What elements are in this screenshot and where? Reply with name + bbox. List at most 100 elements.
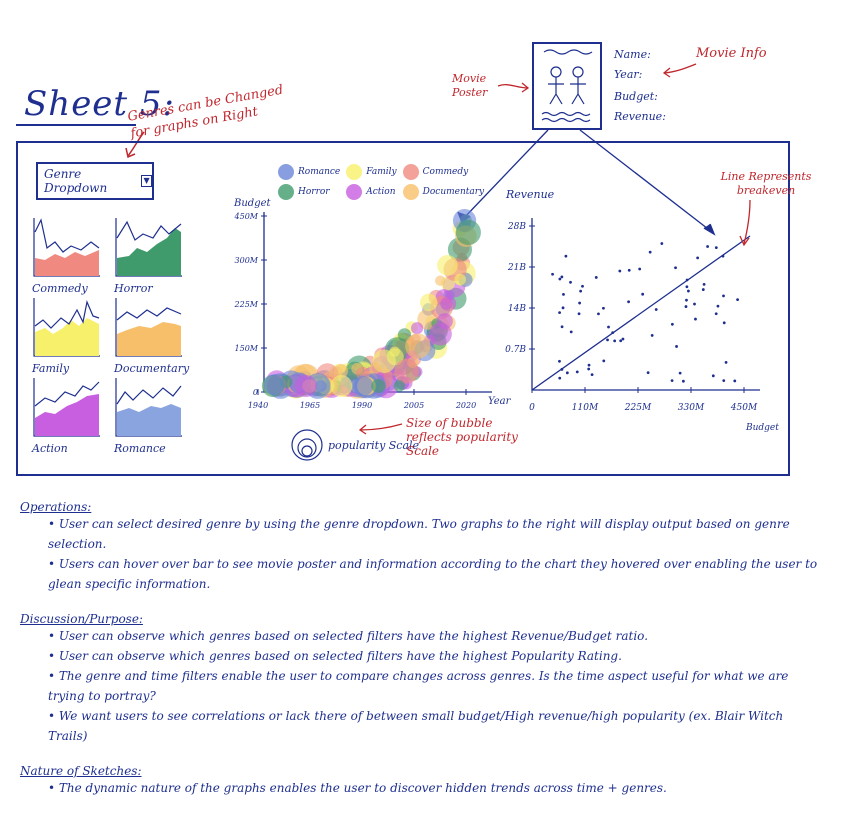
scatter-point[interactable] (560, 367, 564, 371)
bubble-point[interactable] (397, 328, 412, 342)
scatter-point[interactable] (627, 268, 631, 272)
scatter-point[interactable] (606, 338, 609, 342)
mini-chart-family[interactable]: Family (32, 298, 102, 375)
scatter-point[interactable] (558, 277, 562, 281)
scatter-point[interactable] (551, 272, 554, 276)
scatter-point[interactable] (733, 379, 737, 383)
scatter-point[interactable] (685, 298, 688, 302)
scatter-point[interactable] (685, 285, 689, 289)
chevron-down-icon[interactable]: ▼ (141, 175, 152, 187)
bubble-point[interactable] (389, 346, 400, 357)
mini-chart-romance[interactable]: Romance (114, 378, 184, 455)
scatter-point[interactable] (569, 280, 572, 284)
revenue-budget-scatter[interactable]: Revenue Budget 28B 21B 14B 0.7B 0 110M 225M 330M 4… (504, 186, 784, 436)
scatter-point[interactable] (714, 246, 718, 250)
scatter-point[interactable] (660, 242, 664, 245)
scatter-point[interactable] (685, 278, 689, 282)
scatter-point[interactable] (590, 373, 594, 377)
scatter-point[interactable] (581, 284, 584, 288)
bubble-point[interactable] (352, 375, 374, 397)
scatter-point[interactable] (694, 317, 697, 321)
scatter-point[interactable] (602, 359, 606, 363)
scatter-point[interactable] (602, 306, 605, 310)
scatter-point[interactable] (597, 312, 600, 316)
bubble-point[interactable] (428, 322, 452, 346)
scatter-point[interactable] (687, 289, 690, 293)
scatter-point[interactable] (736, 298, 739, 302)
scatter-point[interactable] (562, 292, 565, 296)
scatter-point[interactable] (587, 367, 591, 371)
movie-poster[interactable] (532, 42, 602, 130)
scatter-point[interactable] (641, 292, 645, 296)
scatter-point[interactable] (561, 306, 565, 310)
scatter-point[interactable] (650, 334, 654, 337)
scatter-point[interactable] (716, 304, 720, 308)
scatter-point[interactable] (621, 337, 625, 341)
scatter-point[interactable] (558, 359, 561, 363)
bubble-point[interactable] (333, 363, 348, 379)
mini-chart-documentary[interactable]: Documentary (114, 298, 189, 375)
scatter-point[interactable] (706, 245, 709, 248)
bubble-point[interactable] (454, 273, 466, 286)
scatter-point[interactable] (670, 322, 674, 326)
scatter-point[interactable] (684, 305, 688, 308)
bubble-point[interactable] (371, 378, 386, 394)
scatter-point[interactable] (578, 301, 582, 305)
bubble-point[interactable] (394, 359, 419, 384)
scatter-point[interactable] (579, 289, 583, 293)
bubble-point[interactable] (455, 219, 481, 246)
scatter-point[interactable] (575, 370, 579, 374)
scatter-point[interactable] (722, 321, 726, 325)
scatter-point[interactable] (722, 379, 726, 383)
scatter-point[interactable] (594, 276, 598, 279)
scatter-point[interactable] (627, 300, 630, 304)
scatter-point[interactable] (613, 339, 617, 343)
scatter-point[interactable] (646, 371, 650, 375)
bubble-point[interactable] (315, 380, 327, 392)
scatter-point[interactable] (569, 330, 573, 334)
bubble-point[interactable] (294, 374, 317, 398)
scatter-point[interactable] (711, 374, 715, 378)
scatter-point[interactable] (558, 311, 561, 315)
scatter-point[interactable] (607, 325, 610, 329)
bubble-point[interactable] (434, 275, 446, 286)
scatter-point[interactable] (702, 282, 706, 286)
bubble-point[interactable] (405, 333, 431, 359)
scatter-point[interactable] (564, 254, 568, 258)
scatter-point[interactable] (587, 363, 591, 367)
scatter-point[interactable] (693, 302, 696, 306)
bubble-point[interactable] (393, 380, 406, 392)
scatter-point[interactable] (654, 308, 658, 311)
scatter-point[interactable] (681, 379, 685, 383)
bubble-point[interactable] (263, 374, 285, 396)
scatter-point[interactable] (648, 250, 652, 254)
scatter-point[interactable] (724, 360, 728, 364)
scatter-point[interactable] (678, 371, 682, 375)
scatter-point[interactable] (558, 376, 562, 380)
scatter-point[interactable] (722, 294, 725, 298)
bubble-point[interactable] (330, 375, 353, 397)
bubble-point[interactable] (369, 362, 382, 375)
mini-chart-action[interactable]: Action (32, 378, 102, 455)
bubble-chart[interactable]: Budget Year 450M 300M 225M 150M 0 1940 1965 1990 2… (228, 196, 512, 420)
scatter-point[interactable] (638, 267, 642, 271)
mini-chart-commedy[interactable]: Commedy (32, 218, 102, 295)
scatter-point[interactable] (675, 345, 678, 348)
scatter-point[interactable] (674, 266, 677, 270)
scatter-point[interactable] (560, 325, 564, 329)
genre-dropdown[interactable]: Genre Dropdown ▼ (36, 162, 154, 200)
scatter-point[interactable] (619, 339, 623, 343)
bubble-point[interactable] (419, 293, 438, 312)
scatter-point[interactable] (611, 331, 615, 335)
scatter-point[interactable] (701, 288, 705, 291)
scatter-point[interactable] (618, 269, 622, 273)
mini-chart-horror[interactable]: Horror (114, 218, 184, 295)
bubble-point[interactable] (440, 297, 453, 310)
scatter-point[interactable] (565, 371, 569, 375)
scatter-point[interactable] (696, 256, 700, 260)
bubble-point[interactable] (437, 254, 458, 276)
scatter-point[interactable] (670, 379, 674, 383)
scatter-point[interactable] (560, 275, 564, 279)
bubble-point[interactable] (411, 322, 424, 335)
scatter-point[interactable] (721, 254, 725, 258)
